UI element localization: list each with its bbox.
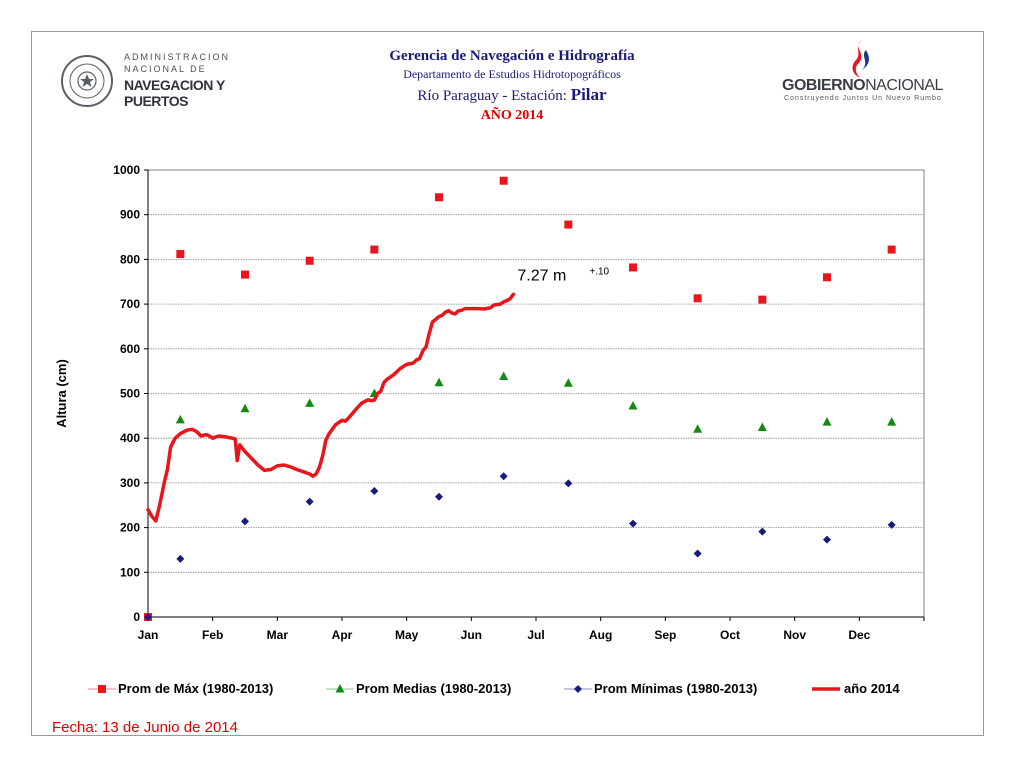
y-tick-label: 400 [120,431,140,445]
data-point-diamond [564,479,573,488]
legend-swatch [326,684,354,693]
y-tick-label: 600 [120,342,140,356]
data-point-diamond [629,519,637,528]
data-point-triangle [757,422,767,431]
legend-swatch [88,685,116,693]
data-point-triangle [305,398,315,407]
x-tick-label: Jun [461,628,482,642]
y-tick-label: 200 [120,521,140,535]
x-tick-label: May [395,628,419,642]
logo-left-line3: NAVEGACION Y [124,77,225,93]
data-point-triangle [175,414,185,424]
data-point-square [564,220,573,229]
data-point-triangle [887,417,897,426]
data-point-triangle [563,378,573,387]
data-point-triangle [628,401,638,410]
y-tick-label: 800 [120,252,140,266]
x-tick-label: Sep [654,628,676,642]
x-tick-label: Jan [138,628,159,642]
legend-label: año 2014 [844,681,900,696]
data-point-triangle [822,417,832,426]
header-station: Río Paraguay - Estación: Pilar [0,85,1024,105]
gobierno-nacional-logo: GOBIERNONACIONAL Construyendo Juntos Un … [780,40,960,108]
y-tick-label: 0 [133,610,140,624]
y-axis-label: Altura (cm) [54,359,69,428]
legend-swatch-marker [98,685,106,693]
series-line-ano-2014 [146,292,516,523]
header-year: AÑO 2014 [480,108,544,123]
x-tick-label: Oct [720,628,740,642]
x-tick-label: Mar [267,628,289,642]
data-point-diamond [241,517,249,526]
x-tick-label: Jul [527,628,544,642]
data-point-diamond [887,520,896,529]
x-tick-label: Apr [332,628,353,642]
data-point-diamond [435,492,443,501]
data-point-triangle [499,371,509,381]
anpp-logo: ADMINISTRACION NACIONAL DE NAVEGACION Y … [58,48,233,114]
header-station-prefix: Río Paraguay - Estación: [417,88,571,104]
legend-label: Prom de Máx (1980-2013) [118,681,274,696]
legend-swatch-marker [574,685,582,693]
legend-swatch [564,685,592,693]
data-point-diamond [370,486,379,495]
chart-legend: Prom de Máx (1980-2013) Prom Medias (1980… [0,680,1024,698]
legend-swatch [812,687,840,691]
annotation-delta: +.10 [589,266,609,277]
data-point-diamond [499,472,508,481]
data-point-diamond [823,535,831,544]
logo-left-line4: PUERTOS [124,93,188,109]
y-tick-label: 500 [120,387,140,401]
header-station-name: Pilar [570,85,607,104]
footer-date: Fecha: 13 de Junio de 2014 [52,719,238,736]
data-point-diamond [693,549,702,558]
data-point-square [499,176,508,185]
data-point-square [305,256,314,265]
legend-label: Prom Mínimas (1980-2013) [594,681,758,696]
legend-swatch-marker [335,684,345,693]
data-point-square [241,270,249,279]
paraguay-seal-icon [61,55,113,107]
data-point-square [176,250,185,259]
x-tick-label: Nov [783,628,806,642]
logo-left-line1: ADMINISTRACION [124,52,231,62]
data-point-square [693,294,702,303]
data-point-diamond [144,613,152,621]
data-point-square [823,273,831,282]
y-tick-label: 900 [120,208,140,222]
y-tick-label: 100 [120,565,140,579]
header-departamento: Departamento de Estudios Hidrotopográfic… [403,67,621,81]
data-point-square [629,263,637,272]
logo-left-line2: NACIONAL DE [124,64,207,74]
data-point-diamond [758,527,767,536]
legend-label: Prom Medias (1980-2013) [356,681,512,696]
x-tick-label: Dec [848,628,870,642]
data-point-square [370,245,379,254]
y-tick-label: 1000 [113,163,140,177]
y-tick-label: 700 [120,297,140,311]
x-tick-label: Feb [202,628,223,642]
header-gerencia: Gerencia de Navegación e Hidrografía [389,48,635,64]
x-tick-label: Aug [589,628,612,642]
gobierno-nacional-title: GOBIERNONACIONAL [782,77,943,94]
data-point-triangle [434,377,444,387]
data-point-triangle [240,403,250,413]
data-point-square [758,295,767,304]
data-point-diamond [176,554,185,563]
data-point-triangle [693,424,703,433]
flame-logo-icon [852,40,869,78]
gobierno-nacional-tagline: Construyendo Juntos Un Nuevo Rumbo [784,95,942,102]
y-tick-label: 300 [120,476,140,490]
data-point-square [435,193,443,202]
data-point-square [887,245,896,254]
data-point-diamond [305,497,314,506]
annotation-current-level: 7.27 m [517,267,566,284]
